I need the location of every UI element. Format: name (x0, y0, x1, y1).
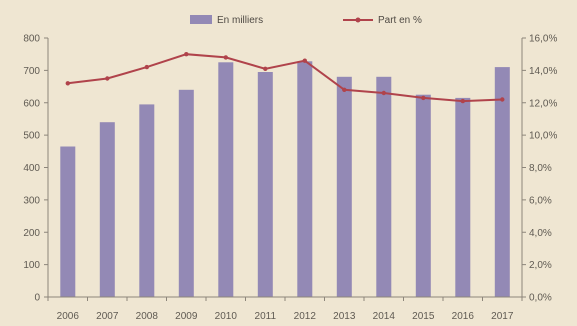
y-right-tick-label: 14,0% (529, 66, 557, 77)
y-right-tick-label: 0,0% (529, 293, 552, 304)
bar-2014 (376, 76, 392, 297)
y-left-tick-label: 0 (34, 293, 40, 304)
line-point-2007 (105, 76, 110, 81)
y-right-tick-label: 16,0% (529, 34, 557, 45)
y-right-tick-label: 10,0% (529, 131, 557, 142)
y-right-tick-label: 4,0% (529, 228, 552, 239)
x-tick-label: 2006 (57, 311, 80, 322)
x-tick-label: 2007 (96, 311, 119, 322)
line-point-2016 (460, 98, 465, 104)
x-tick-label: 2012 (294, 311, 317, 322)
x-tick-label: 2017 (491, 311, 514, 322)
y-right-tick-label: 12,0% (529, 98, 557, 109)
line-point-2014 (381, 90, 386, 96)
bar-2017 (494, 67, 510, 297)
legend-line-label: Part en % (378, 15, 422, 26)
bar-2015 (415, 94, 431, 297)
bar-2011 (257, 72, 273, 297)
line-point-2006 (65, 81, 71, 86)
axes: 0 100 200 300 400 500 600 700 800 0,0% 2,0% 4,0% 6,0… (23, 34, 557, 323)
bar-2006 (60, 146, 76, 297)
bar-2007 (99, 122, 115, 297)
x-tick-label: 2008 (136, 311, 159, 322)
legend-line-marker (355, 17, 361, 23)
line-point-2008 (144, 64, 149, 70)
legend-bar-swatch (190, 15, 212, 24)
line-point-2015 (421, 95, 426, 101)
y-right-tick-label: 8,0% (529, 163, 552, 174)
x-tick-label: 2010 (215, 311, 238, 322)
line-series (65, 52, 505, 104)
line-point-2013 (342, 87, 347, 93)
bar-2009 (178, 89, 194, 297)
y-left-tick-label: 300 (23, 195, 40, 206)
line-point-2009 (184, 52, 189, 57)
bar-2010 (218, 62, 234, 297)
x-tick-label: 2011 (255, 311, 277, 322)
line-path (67, 53, 503, 103)
legend: En milliers Part en % (190, 15, 422, 26)
y-right-tick-label: 6,0% (529, 195, 552, 206)
x-tick-label: 2009 (175, 311, 198, 322)
y-left-tick-label: 100 (23, 260, 40, 271)
line-point-2011 (263, 66, 268, 72)
bar-2008 (139, 104, 155, 298)
line-point-2012 (302, 58, 307, 63)
bar-2013 (336, 76, 352, 297)
y-left-tick-label: 500 (23, 131, 40, 142)
x-tick-label: 2014 (373, 311, 396, 322)
y-left-tick-label: 400 (23, 163, 40, 174)
x-tick-label: 2013 (333, 311, 356, 322)
y-left-tick-label: 700 (23, 66, 40, 77)
bar-2016 (455, 97, 471, 298)
x-tick-label: 2015 (412, 311, 435, 322)
line-point-2010 (223, 55, 228, 60)
y-left-tick-label: 800 (23, 34, 40, 45)
y-left-tick-label: 200 (23, 228, 40, 239)
line-point-2017 (500, 97, 505, 102)
x-tick-label: 2016 (452, 311, 475, 322)
legend-bar-label: En milliers (217, 15, 263, 26)
bar-2012 (297, 61, 313, 297)
bar-series (60, 61, 510, 298)
y-right-tick-label: 2,0% (529, 260, 552, 271)
y-left-tick-label: 600 (23, 98, 40, 109)
